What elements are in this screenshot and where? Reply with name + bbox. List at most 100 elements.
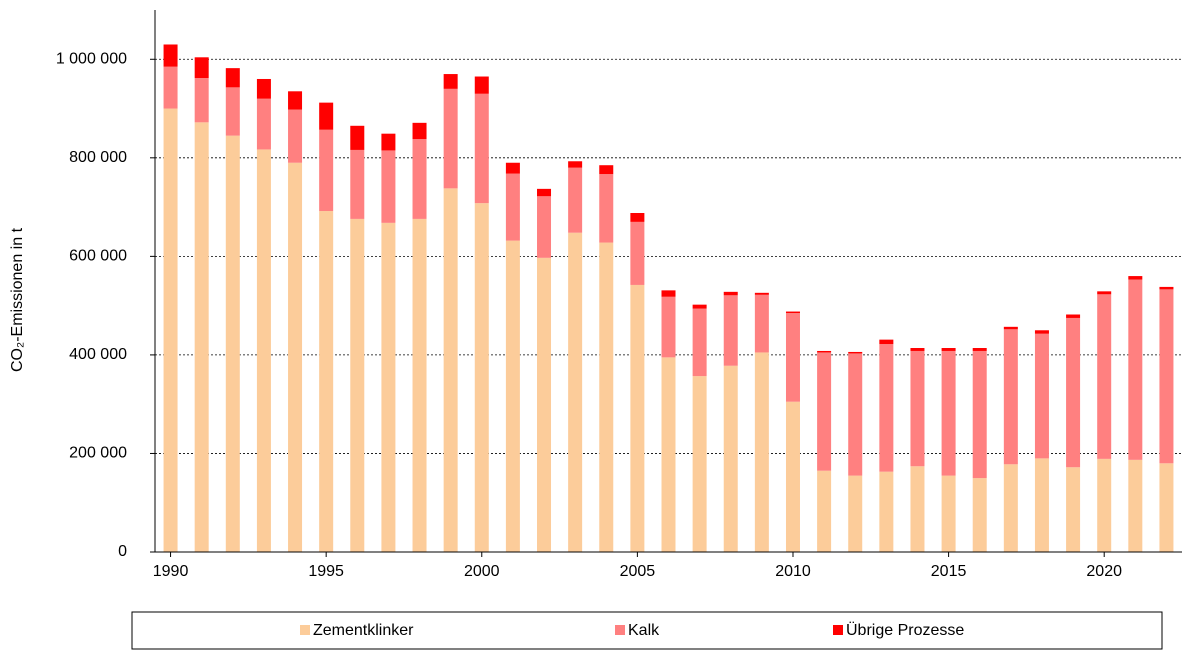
bar-segment: [754, 352, 769, 552]
bar-segment: [1034, 330, 1049, 334]
bar-segment: [910, 348, 925, 351]
bar-segment: [661, 290, 676, 297]
x-tick-label: 1990: [153, 563, 189, 580]
bar-segment: [941, 350, 956, 476]
bar-segment: [599, 165, 614, 175]
bar-segment: [194, 57, 209, 78]
y-tick-label: 1 000 000: [56, 50, 127, 67]
bar-segment: [1128, 459, 1143, 552]
bar-segment: [412, 139, 427, 219]
bar-segment: [1159, 286, 1174, 290]
bar-segment: [505, 162, 520, 174]
bar-segment: [537, 196, 552, 258]
bar-segment: [319, 129, 334, 212]
bar-segment: [350, 149, 365, 219]
legend-marker: [615, 625, 625, 635]
bar-segment: [1097, 294, 1112, 459]
bar-segment: [443, 88, 458, 189]
x-tick-label: 2010: [775, 563, 811, 580]
x-tick-label: 1995: [308, 563, 344, 580]
bar-segment: [350, 218, 365, 552]
bar-segment: [723, 291, 738, 296]
bar-segment: [879, 471, 894, 552]
bar-segment: [163, 108, 178, 552]
bar-segment: [568, 167, 583, 233]
bar-segment: [537, 188, 552, 197]
bar-segment: [879, 344, 894, 472]
bar-segment: [381, 222, 396, 552]
bar-segment: [941, 348, 956, 351]
bar-segment: [288, 109, 303, 163]
bar-segment: [1034, 333, 1049, 459]
bar-segment: [661, 296, 676, 358]
bar-segment: [630, 221, 645, 285]
bar-segment: [256, 149, 271, 552]
y-tick-label: 400 000: [69, 346, 127, 363]
bar-segment: [194, 77, 209, 123]
bar-segment: [848, 353, 863, 476]
bar-segment: [692, 376, 707, 552]
bar-segment: [412, 218, 427, 552]
bar-segment: [785, 311, 800, 314]
bar-segment: [288, 91, 303, 110]
legend-label: Kalk: [628, 622, 660, 639]
legend-marker: [833, 625, 843, 635]
bar-segment: [443, 188, 458, 552]
bar-segment: [163, 66, 178, 109]
bar-segment: [692, 308, 707, 377]
bar-segment: [599, 174, 614, 243]
bar-segment: [661, 357, 676, 552]
bar-segment: [443, 74, 458, 89]
bar-segment: [412, 122, 427, 140]
bar-segment: [692, 304, 707, 309]
bar-segment: [568, 232, 583, 553]
bar-segment: [599, 242, 614, 553]
bar-segment: [754, 292, 769, 295]
bar-segment: [630, 213, 645, 222]
y-tick-label: 0: [118, 543, 127, 560]
bar-segment: [474, 93, 489, 204]
y-axis-label: CO₂-Emissionen in t: [9, 227, 26, 372]
bar-segment: [256, 98, 271, 150]
bar-segment: [1003, 464, 1018, 552]
bar-segment: [1128, 279, 1143, 460]
bar-segment: [848, 475, 863, 552]
bar-segment: [163, 44, 178, 67]
bar-segment: [225, 68, 240, 88]
bar-segment: [817, 350, 832, 353]
bar-segment: [723, 295, 738, 366]
y-tick-label: 800 000: [69, 149, 127, 166]
legend-label: Zementklinker: [313, 622, 414, 639]
bar-segment: [972, 478, 987, 552]
bar-segment: [1066, 314, 1081, 318]
bar-segment: [785, 401, 800, 552]
bar-segment: [754, 294, 769, 353]
bar-segment: [505, 173, 520, 241]
bar-segment: [194, 122, 209, 552]
y-tick-label: 600 000: [69, 248, 127, 265]
bar-segment: [941, 475, 956, 552]
x-tick-label: 2015: [931, 563, 967, 580]
bar-segment: [225, 87, 240, 136]
bar-segment: [630, 284, 645, 552]
bar-segment: [785, 313, 800, 402]
bar-segment: [505, 240, 520, 552]
bar-segment: [568, 161, 583, 168]
bar-segment: [1003, 326, 1018, 330]
bar-segment: [474, 76, 489, 94]
bar-segment: [1159, 289, 1174, 464]
bar-segment: [381, 133, 396, 151]
bar-segment: [288, 162, 303, 552]
bar-segment: [972, 350, 987, 479]
bar-segment: [1003, 329, 1018, 465]
bar-segment: [1066, 467, 1081, 552]
bar-segment: [848, 351, 863, 354]
bar-segment: [350, 125, 365, 150]
bar-segment: [319, 211, 334, 553]
x-tick-label: 2020: [1086, 563, 1122, 580]
bar-segment: [256, 78, 271, 99]
bar-segment: [1128, 276, 1143, 280]
legend-marker: [300, 625, 310, 635]
bar-segment: [972, 348, 987, 351]
